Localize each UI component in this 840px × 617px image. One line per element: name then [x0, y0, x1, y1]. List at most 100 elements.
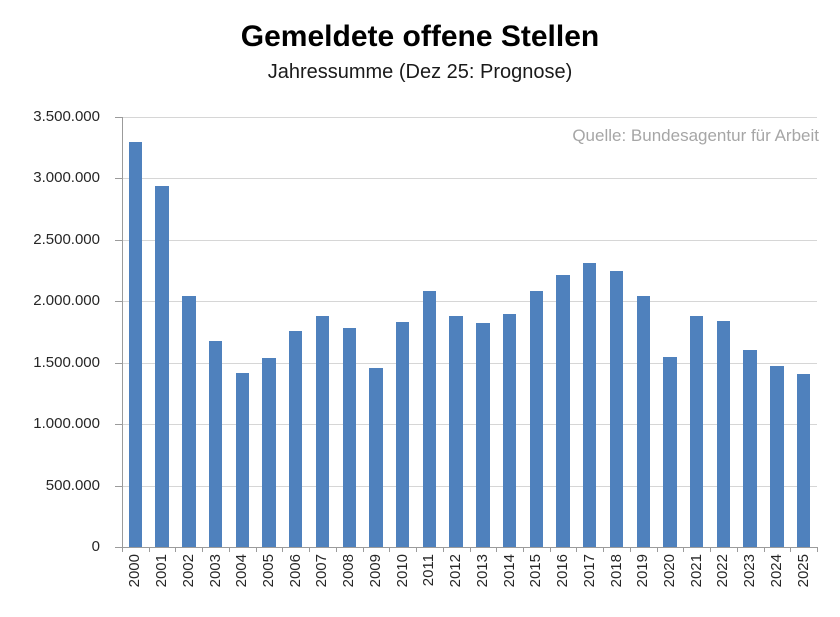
x-tick-mark	[710, 547, 712, 552]
bar-2010	[395, 322, 410, 547]
x-tick-label: 2006	[286, 554, 304, 588]
y-tick-label: 1.000.000	[33, 415, 100, 433]
y-tick-mark	[115, 178, 122, 180]
y-tick-label: 3.000.000	[33, 169, 100, 187]
chart-subtitle: Jahressumme (Dez 25: Prognose)	[267, 61, 573, 83]
x-tick-mark	[683, 547, 685, 552]
x-tick-mark	[469, 547, 471, 552]
y-tick-label: 500.000	[45, 476, 100, 494]
chart-title: Gemeldete offene Stellen	[240, 20, 600, 53]
x-tick-mark	[576, 547, 578, 552]
bar-2025	[796, 373, 811, 547]
x-tick-label: 2001	[153, 554, 171, 588]
y-tick-mark	[115, 239, 122, 241]
gridline	[122, 362, 817, 364]
source-note: Quelle: Bundesagentur für Arbeit	[572, 126, 819, 145]
x-tick-label: 2012	[447, 554, 465, 588]
x-tick-mark	[282, 547, 284, 552]
gridline	[122, 301, 817, 303]
bar-2011	[422, 291, 437, 547]
x-tick-label: 2010	[393, 554, 411, 588]
y-tick-label: 2.500.000	[33, 230, 100, 248]
x-tick-label: 2023	[741, 554, 759, 588]
x-tick-label: 2014	[500, 554, 518, 588]
y-tick-mark	[115, 424, 122, 426]
x-tick-label: 2007	[313, 554, 331, 588]
x-tick-label: 2011	[420, 554, 438, 587]
x-tick-label: 2004	[233, 554, 251, 588]
x-tick-mark	[603, 547, 605, 552]
x-tick-mark	[309, 547, 311, 552]
x-tick-label: 2008	[340, 554, 358, 588]
x-tick-mark	[228, 547, 230, 552]
bar-2021	[690, 316, 704, 547]
gridline	[122, 117, 817, 118]
y-tick-label: 2.000.000	[33, 292, 100, 310]
x-tick-label: 2022	[714, 554, 732, 588]
bar-2000	[128, 141, 143, 547]
x-tick-label: 2019	[634, 554, 652, 588]
x-tick-label: 2015	[527, 554, 545, 588]
x-tick-label: 2003	[206, 554, 224, 588]
bar-2012	[449, 316, 463, 547]
bar-2024	[770, 366, 784, 547]
bar-2008	[342, 328, 356, 547]
bar-2018	[609, 270, 624, 547]
y-tick-label: 3.500.000	[33, 108, 100, 125]
bar-2005	[262, 357, 276, 547]
bar-2007	[315, 316, 330, 547]
y-tick-mark	[115, 301, 122, 303]
bar-2023	[743, 350, 757, 547]
bar-2022	[716, 320, 731, 547]
bar-2006	[289, 330, 303, 547]
x-tick-label: 2000	[126, 554, 144, 588]
y-tick-label: 0	[91, 538, 100, 555]
x-tick-label: 2005	[260, 554, 278, 588]
y-tick-mark	[115, 485, 122, 487]
x-tick-mark	[442, 547, 444, 552]
x-tick-mark	[496, 547, 498, 552]
x-tick-mark	[255, 547, 257, 552]
x-tick-mark	[763, 547, 765, 552]
y-tick-mark	[115, 362, 122, 364]
bar-2013	[476, 323, 490, 547]
x-tick-mark	[736, 547, 738, 552]
x-tick-mark	[549, 547, 551, 552]
x-tick-label: 2017	[580, 554, 598, 588]
x-tick-label: 2009	[366, 554, 384, 588]
bar-2003	[208, 340, 223, 547]
gridline	[122, 239, 817, 241]
y-axis	[122, 117, 123, 547]
x-tick-mark	[629, 547, 631, 552]
bar-2015	[529, 291, 544, 547]
x-tick-mark	[202, 547, 204, 552]
x-tick-mark	[416, 547, 418, 552]
bar-2004	[235, 372, 249, 547]
gridline	[122, 178, 817, 180]
bar-2017	[583, 263, 597, 547]
gridline	[122, 485, 817, 487]
x-tick-mark	[522, 547, 524, 552]
x-tick-mark	[362, 547, 364, 552]
x-tick-label: 2020	[660, 554, 678, 588]
bar-2019	[636, 296, 650, 547]
x-tick-mark	[817, 547, 818, 552]
x-tick-label: 2018	[607, 554, 625, 588]
x-tick-mark	[790, 547, 792, 552]
y-tick-mark	[115, 117, 122, 118]
x-tick-mark	[148, 547, 150, 552]
bar-2009	[369, 367, 383, 547]
bar-2020	[663, 356, 677, 547]
x-tick-mark	[389, 547, 391, 552]
x-tick-label: 2002	[179, 554, 197, 588]
y-tick-mark	[115, 547, 122, 548]
x-tick-label: 2013	[473, 554, 491, 588]
x-tick-mark	[335, 547, 337, 552]
x-tick-label: 2025	[794, 554, 812, 588]
gridline	[122, 424, 817, 426]
y-tick-label: 1.500.000	[33, 353, 100, 371]
bar-2002	[182, 296, 196, 547]
x-tick-mark	[656, 547, 658, 552]
x-tick-label: 2024	[767, 554, 785, 588]
